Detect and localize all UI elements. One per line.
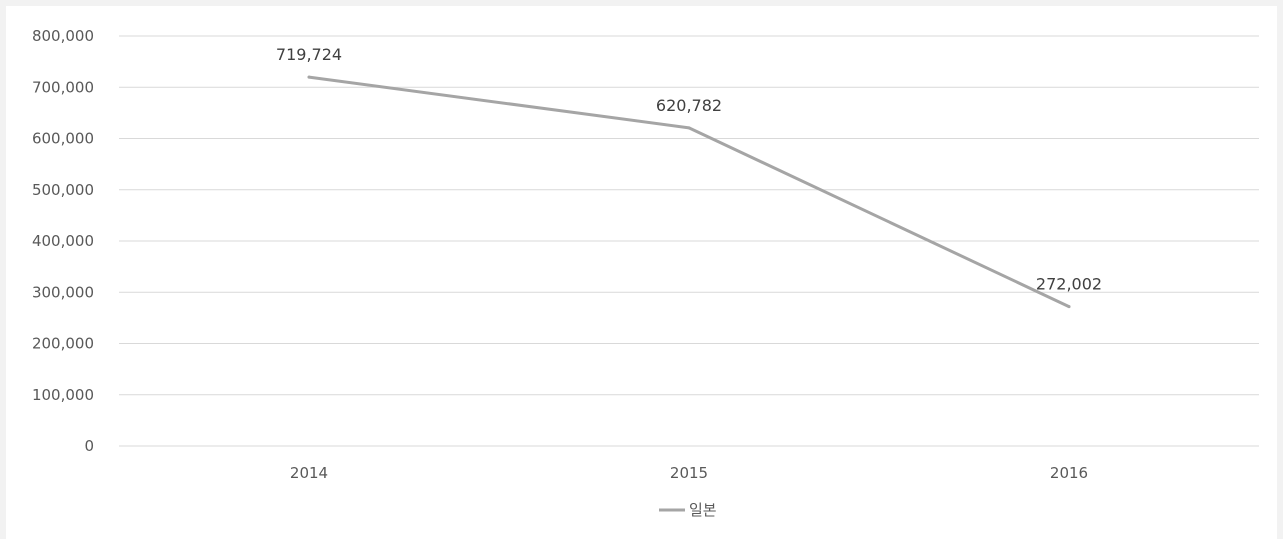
y-tick-label: 400,000 (32, 232, 94, 250)
x-tick-label: 2016 (1050, 464, 1088, 482)
y-tick-label: 100,000 (32, 386, 94, 404)
gridlines (119, 35, 1259, 447)
data-label: 620,782 (656, 96, 722, 115)
legend-label: 일본 (689, 501, 717, 519)
line-chart: 0 100,000 200,000 300,000 400,000 500,000 600,… (32, 27, 1259, 519)
data-point (687, 126, 691, 130)
y-tick-label: 600,000 (32, 130, 94, 148)
y-tick-label: 700,000 (32, 78, 94, 96)
data-point (307, 75, 311, 79)
y-tick-label: 200,000 (32, 335, 94, 353)
y-tick-label: 300,000 (32, 283, 94, 301)
data-label: 272,002 (1036, 275, 1102, 294)
y-tick-label: 0 (84, 437, 94, 455)
data-point (1067, 305, 1071, 309)
x-tick-label: 2014 (290, 464, 328, 482)
y-tick-label: 500,000 (32, 181, 94, 199)
y-tick-label: 800,000 (32, 27, 94, 45)
x-axis-tick-labels: 2014 2015 2016 (290, 464, 1088, 482)
series-lines (307, 75, 1071, 309)
legend: 일본 (659, 501, 717, 519)
y-axis-tick-labels: 0 100,000 200,000 300,000 400,000 500,000 600,… (32, 27, 94, 455)
chart-panel: 0 100,000 200,000 300,000 400,000 500,000 600,… (6, 6, 1277, 539)
data-labels: 719,724 620,782 272,002 (276, 45, 1102, 293)
data-label: 719,724 (276, 45, 342, 64)
x-tick-label: 2015 (670, 464, 708, 482)
